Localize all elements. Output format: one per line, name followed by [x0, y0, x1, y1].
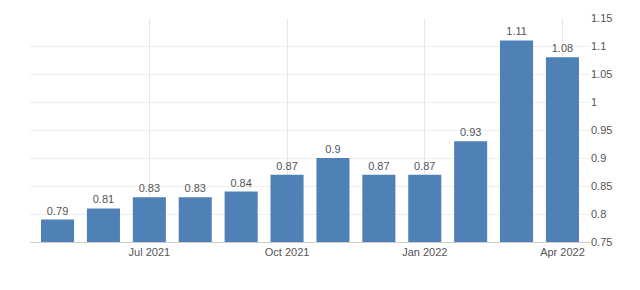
svg-text:0.87: 0.87 [276, 160, 297, 172]
svg-text:0.83: 0.83 [139, 182, 160, 194]
svg-text:TRADINGECONOMICS.COM | U.S. EN: TRADINGECONOMICS.COM | U.S. ENERGY INFOR… [257, 289, 627, 290]
svg-text:0.84: 0.84 [230, 177, 251, 189]
svg-text:1.1: 1.1 [591, 40, 606, 52]
svg-text:0.81: 0.81 [93, 193, 114, 205]
svg-text:Oct 2021: Oct 2021 [265, 246, 310, 258]
svg-text:0.9: 0.9 [325, 143, 340, 155]
svg-text:Apr 2022: Apr 2022 [540, 246, 585, 258]
svg-text:1: 1 [591, 96, 597, 108]
svg-text:0.8: 0.8 [591, 208, 606, 220]
svg-text:0.87: 0.87 [414, 160, 435, 172]
svg-text:0.83: 0.83 [185, 182, 206, 194]
svg-text:0.79: 0.79 [47, 205, 68, 217]
svg-text:0.95: 0.95 [591, 124, 612, 136]
svg-text:Jul 2021: Jul 2021 [129, 246, 171, 258]
svg-text:0.93: 0.93 [460, 126, 481, 138]
svg-text:1.15: 1.15 [591, 12, 612, 24]
svg-text:1.08: 1.08 [552, 42, 573, 54]
svg-text:1.05: 1.05 [591, 68, 612, 80]
svg-text:0.85: 0.85 [591, 180, 612, 192]
svg-text:Jan 2022: Jan 2022 [402, 246, 447, 258]
svg-text:0.87: 0.87 [368, 160, 389, 172]
svg-text:0.9: 0.9 [591, 152, 606, 164]
svg-text:1.11: 1.11 [506, 25, 527, 37]
svg-text:0.75: 0.75 [591, 236, 612, 248]
